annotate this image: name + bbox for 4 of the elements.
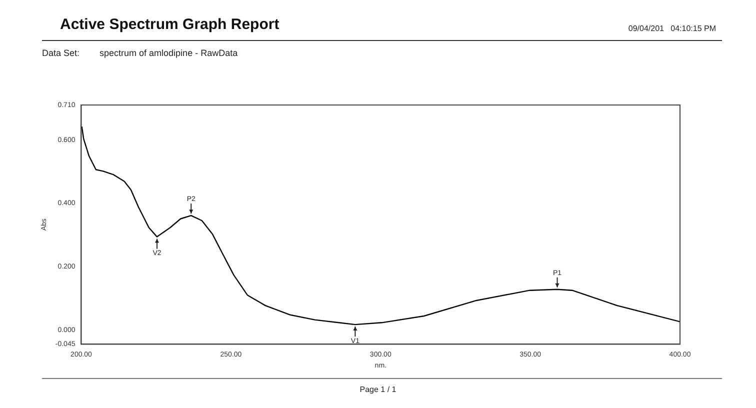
chart-title: Active Spectrum Graph Report: [60, 16, 280, 33]
chart-subtitle: Data Set: spectrum of amlodipine - RawData: [42, 48, 238, 58]
text: 09/04/201 04:10:15 PM: [628, 24, 716, 33]
text: Page 1 / 1: [358, 385, 398, 394]
